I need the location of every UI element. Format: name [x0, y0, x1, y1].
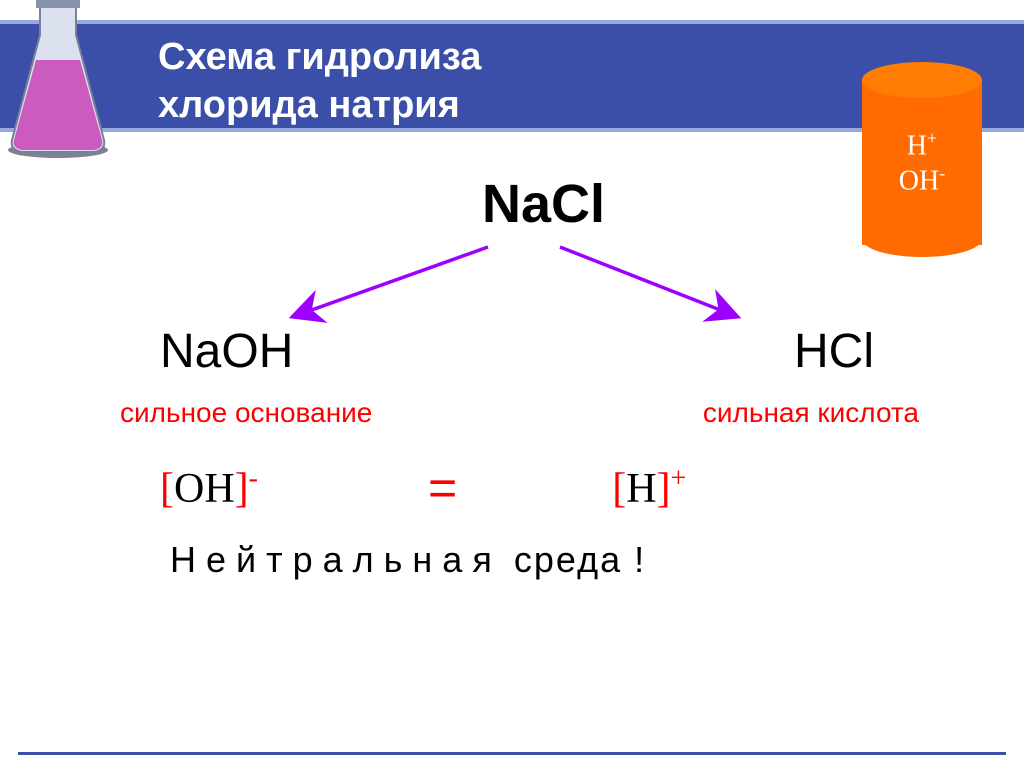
- title-line-1: Схема гидролиза: [158, 36, 481, 78]
- medium-word: Нейтральная: [170, 539, 502, 580]
- medium-label: Нейтральная среда !: [0, 539, 1024, 581]
- label-left: сильное основание: [120, 397, 372, 429]
- medium-suffix: среда !: [502, 539, 646, 580]
- arrow-left: [0, 239, 1024, 334]
- ion-hydroxide: [OH]-: [160, 463, 258, 513]
- ion-hydrogen: [H]+: [612, 463, 686, 513]
- arrows-row: [0, 239, 1024, 324]
- title-line-2: хлорида натрия: [158, 84, 460, 126]
- slide-title: Схема гидролиза хлорида натрия: [158, 34, 481, 129]
- ions-row: [OH]- = [H]+: [0, 459, 1024, 517]
- flask-image: [0, 0, 115, 160]
- cylinder-top: [862, 62, 982, 98]
- salt-formula: NaCl: [63, 173, 1024, 235]
- equals-sign: =: [428, 459, 457, 517]
- label-right: сильная кислота: [703, 397, 919, 429]
- content-area: NaCl NaOH HCl сильное основание сильная …: [0, 165, 1024, 581]
- footer-line: [18, 752, 1006, 755]
- strength-labels-row: сильное основание сильная кислота: [0, 397, 1024, 429]
